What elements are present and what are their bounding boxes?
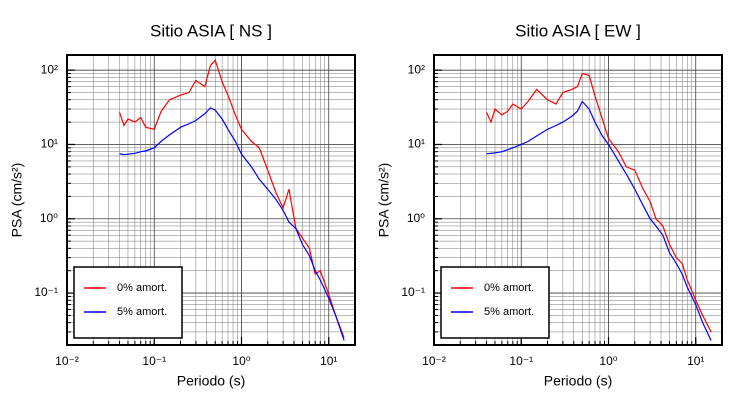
legend-box xyxy=(73,266,183,339)
y-tick-label: 10⁻¹ xyxy=(34,285,58,299)
data-line xyxy=(118,59,345,339)
data-line xyxy=(486,100,712,341)
y-tick-label: 10² xyxy=(41,62,58,76)
y-tick-label: 10¹ xyxy=(408,137,425,151)
legend-label: 5% amort. xyxy=(484,306,534,318)
x-tick-label: 10¹ xyxy=(320,354,337,368)
subplot: 10⁻² 10⁻¹ 10⁰ 10¹ 10⁻¹ 10⁰ 10¹ 10² 0% amort. 5% a… xyxy=(376,21,723,389)
legend-label: 5% amort. xyxy=(117,306,167,318)
data-line xyxy=(485,72,712,333)
y-tick-label: 10² xyxy=(408,62,425,76)
x-tick-label: 10⁻¹ xyxy=(142,354,166,368)
x-axis-label: Periodo (s) xyxy=(177,373,245,389)
x-tick-label: 10⁻² xyxy=(55,354,79,368)
y-axis-label: PSA (cm/s²) xyxy=(376,163,392,238)
x-tick-label: 10⁻² xyxy=(422,354,446,368)
legend-label: 0% amort. xyxy=(484,282,534,294)
legend-box xyxy=(440,266,550,339)
subplot: 10⁻² 10⁻¹ 10⁰ 10¹ 10⁻¹ 10⁰ 10¹ 10² 0% amort. 5% a… xyxy=(9,21,356,389)
y-tick-label: 10⁰ xyxy=(40,211,58,225)
y-tick-label: 10⁰ xyxy=(407,211,425,225)
data-line xyxy=(119,107,345,341)
chart-title: Sitio ASIA [ EW ] xyxy=(515,21,641,40)
y-tick-label: 10¹ xyxy=(41,137,58,151)
y-axis-label: PSA (cm/s²) xyxy=(9,163,25,238)
x-tick-label: 10⁰ xyxy=(599,354,617,368)
plot-frame xyxy=(433,54,723,346)
y-tick-label: 10⁻¹ xyxy=(401,285,425,299)
x-tick-label: 10¹ xyxy=(687,354,704,368)
x-axis-label: Periodo (s) xyxy=(544,373,612,389)
legend-label: 0% amort. xyxy=(117,282,167,294)
plot-frame xyxy=(66,54,356,346)
chart-title: Sitio ASIA [ NS ] xyxy=(150,21,272,40)
x-tick-label: 10⁻¹ xyxy=(509,354,533,368)
x-tick-label: 10⁰ xyxy=(232,354,250,368)
